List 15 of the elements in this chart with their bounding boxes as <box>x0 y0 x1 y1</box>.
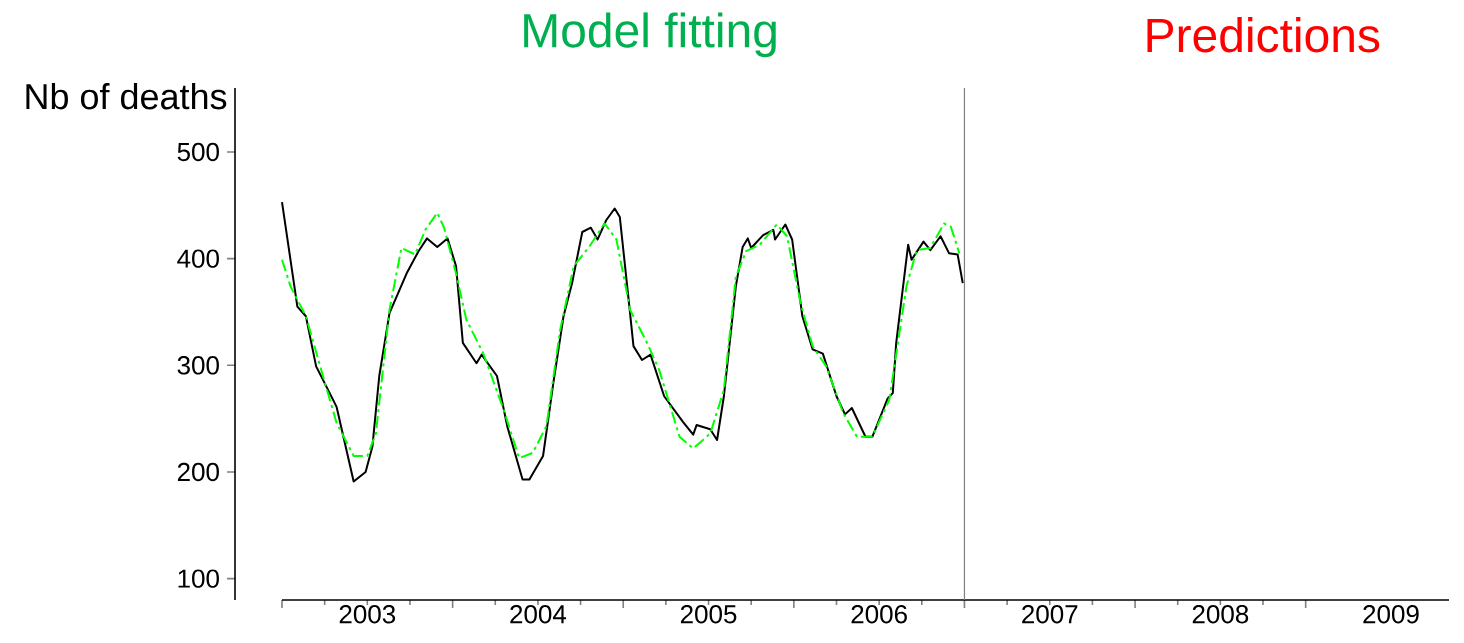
x-tick-label: 2003 <box>339 605 396 624</box>
y-tick-label: 300 <box>177 356 219 375</box>
x-tick-label: 2009 <box>1363 605 1419 624</box>
text: Predictions <box>1147 17 1380 53</box>
text: Model fitting <box>524 12 776 58</box>
y-tick-label: 200 <box>177 462 219 482</box>
y-tick-label: 400 <box>177 249 219 268</box>
y-axis-title: Nb of deaths <box>26 82 227 110</box>
x-tick-label: 2006 <box>851 605 907 624</box>
y-tick-label: 100 <box>178 569 219 588</box>
y-tick-label: 500 <box>177 142 219 162</box>
x-tick-label: 2007 <box>1022 605 1078 624</box>
x-tick-label: 2008 <box>1192 605 1249 624</box>
x-tick-label: 2005 <box>680 605 737 624</box>
x-tick-label: 2004 <box>510 605 567 624</box>
